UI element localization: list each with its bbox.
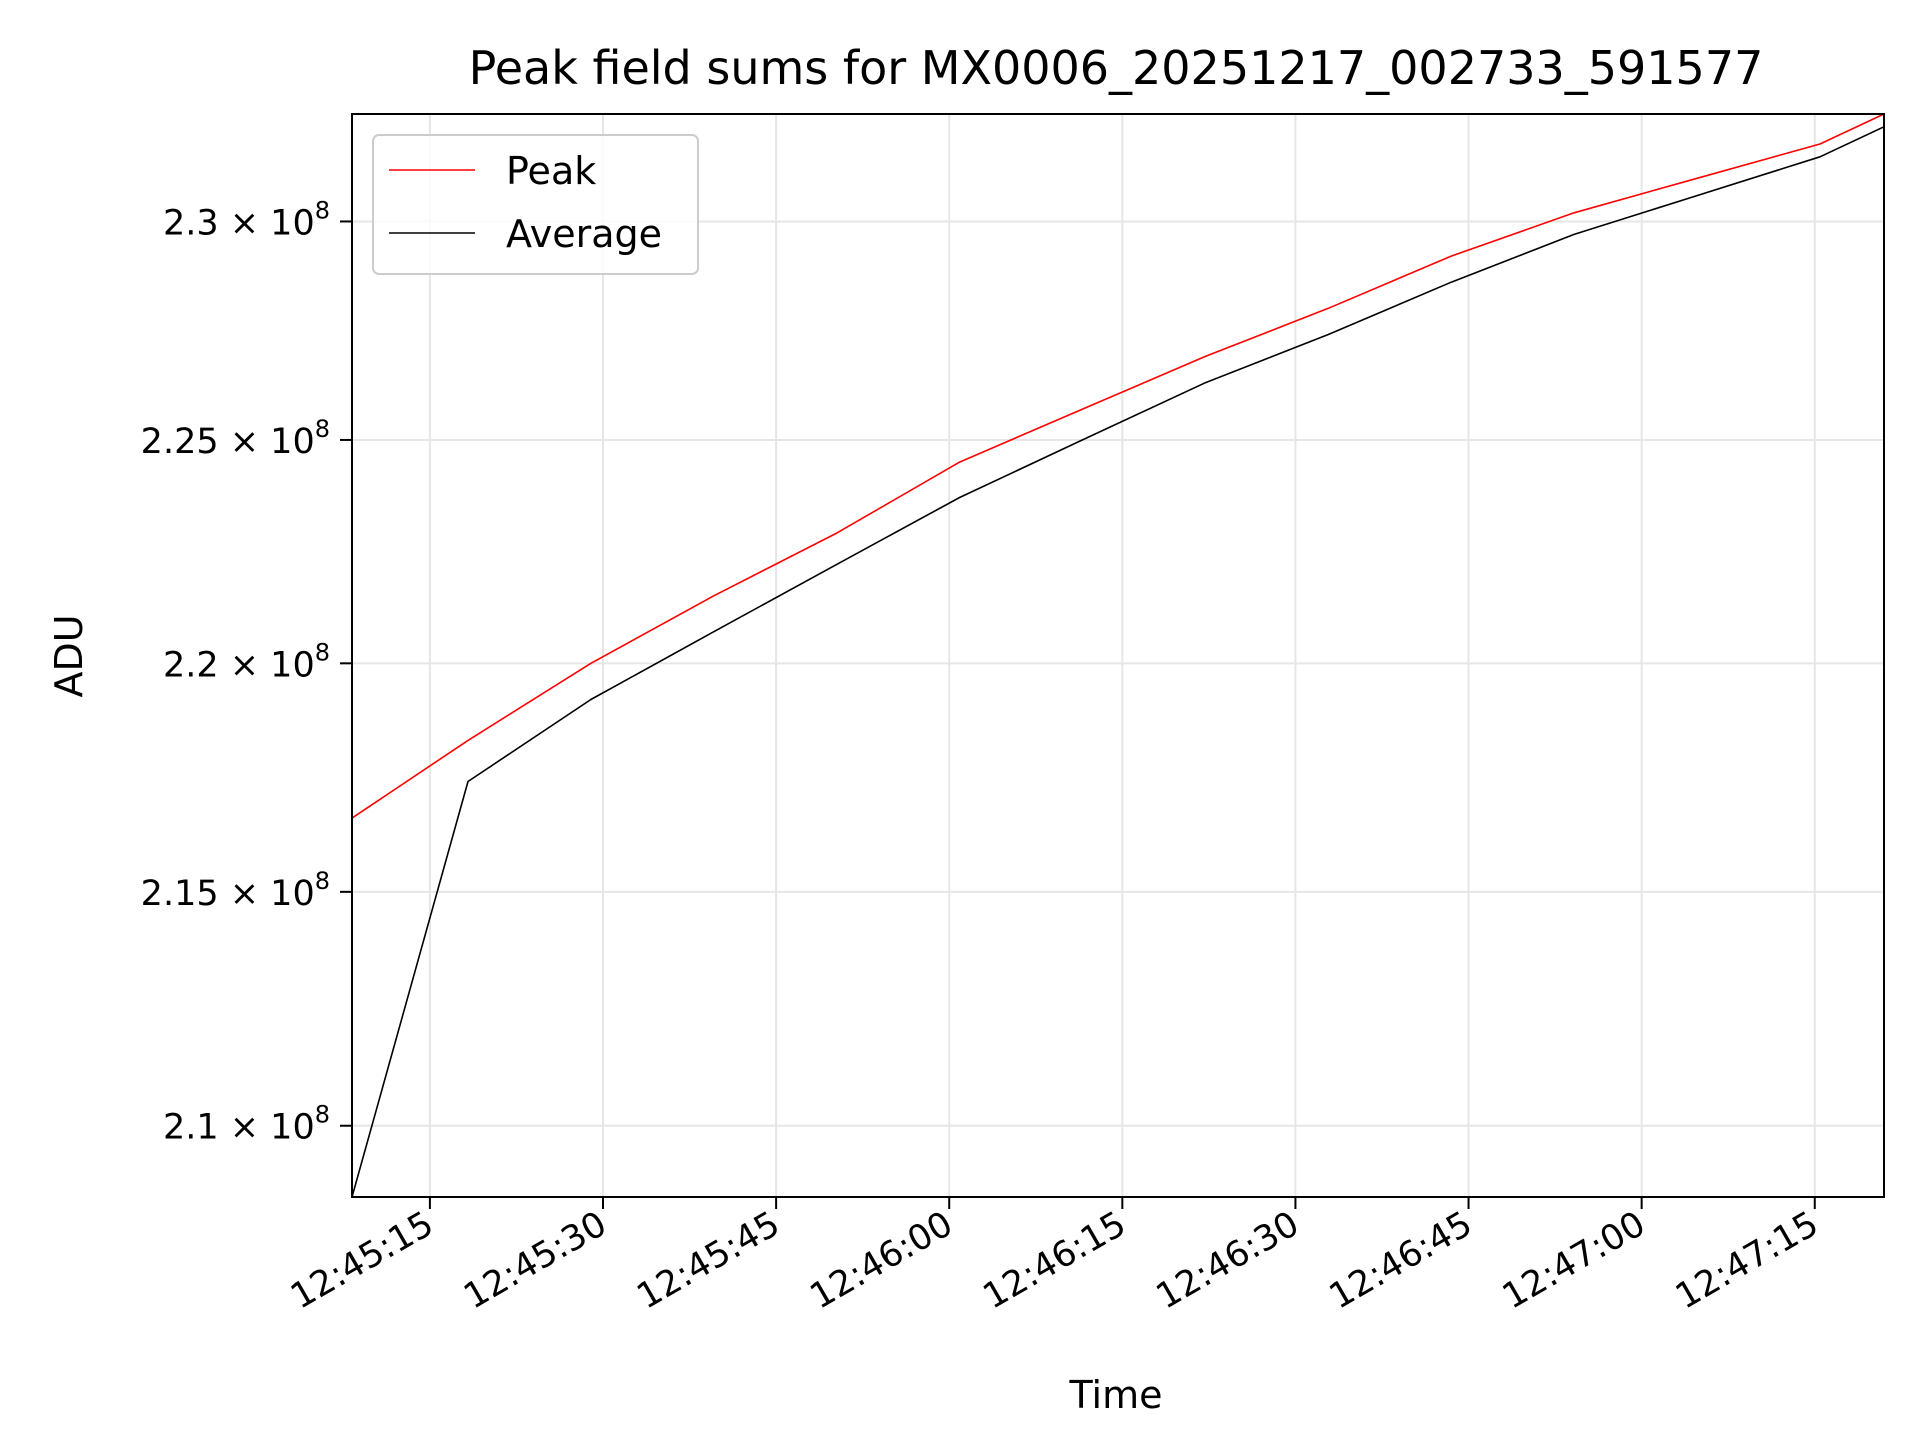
series-line-peak [351,113,1885,819]
x-axis-label: Time [1069,1373,1163,1417]
y-tick-label: 2.1 × 108 [163,1101,330,1148]
y-axis: 2.1 × 108 2.15 × 108 2.2 × 108 2.25 × 108 2.… [141,196,352,1148]
plot-frame [351,113,1885,1198]
y-tick-label: 2.3 × 108 [163,196,330,243]
legend: Peak Average [372,134,699,275]
chart-title: Peak field sums for MX0006_20251217_0027… [469,41,1764,95]
grid [352,114,1884,1197]
series-layer [351,113,1885,1198]
legend-label-peak: Peak [506,149,596,193]
y-tick-label: 2.15 × 108 [141,867,330,914]
y-tick-label: 2.2 × 108 [163,638,330,685]
y-axis-label: ADU [47,614,91,697]
series-line-average [351,126,1885,1198]
legend-label-average: Average [506,212,662,256]
y-tick-label: 2.25 × 108 [141,415,330,462]
